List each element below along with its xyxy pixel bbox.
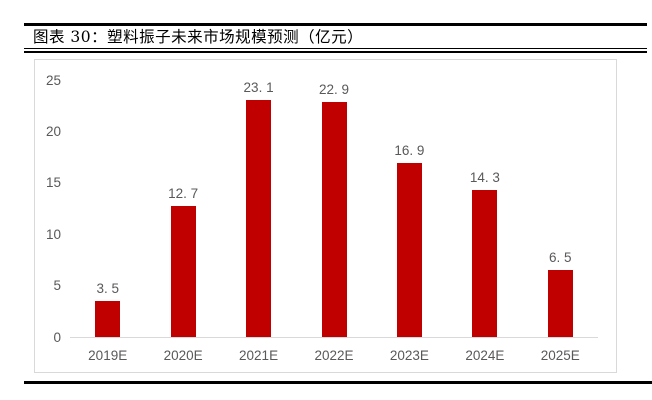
figure-header-rule-bottom bbox=[24, 48, 647, 53]
bar-value-label-2025E: 6. 5 bbox=[549, 250, 572, 266]
x-axis-category-label-2020E: 2020E bbox=[163, 348, 203, 363]
y-axis-tick-label: 15 bbox=[45, 175, 61, 191]
bar-2024E bbox=[472, 189, 498, 337]
x-axis-category-label-2021E: 2021E bbox=[239, 348, 279, 363]
x-axis-category-label-2023E: 2023E bbox=[389, 348, 429, 363]
x-axis-category-label-2022E: 2022E bbox=[314, 348, 354, 363]
bar-value-label-2021E: 23. 1 bbox=[243, 79, 274, 95]
y-axis-tick-label: 25 bbox=[45, 72, 61, 88]
bar-value-label-2023E: 16. 9 bbox=[394, 143, 425, 159]
y-axis-tick-label: 0 bbox=[53, 329, 61, 345]
figure-title: 图表 30：塑料振子未来市场规模预测（亿元） bbox=[33, 28, 364, 46]
bar-2020E bbox=[170, 206, 196, 337]
bar-value-label-2020E: 12. 7 bbox=[168, 186, 199, 202]
y-axis-tick-label: 10 bbox=[45, 226, 61, 242]
report-footer-rule bbox=[24, 381, 652, 384]
bar-value-label-2024E: 14. 3 bbox=[469, 169, 500, 185]
figure-header-rule-top bbox=[24, 23, 647, 26]
x-axis-line bbox=[70, 337, 598, 338]
bar-2019E bbox=[95, 301, 121, 337]
x-axis-category-label-2019E: 2019E bbox=[88, 348, 128, 363]
bar-2022E bbox=[321, 101, 347, 337]
bar-2023E bbox=[396, 163, 422, 337]
bar-2021E bbox=[246, 99, 272, 337]
chart-panel: 0 5 10 15 20 25 3. 5 2019E 12. 7 2020E 23. 1 2021E 2… bbox=[34, 59, 617, 373]
bar-value-label-2022E: 22. 9 bbox=[318, 81, 350, 97]
y-axis-tick-label: 5 bbox=[53, 278, 61, 294]
x-axis-category-label-2024E: 2024E bbox=[465, 348, 505, 363]
x-axis-category-label-2025E: 2025E bbox=[540, 348, 580, 363]
y-axis-tick-label: 20 bbox=[45, 123, 61, 139]
bar-value-label-2019E: 3. 5 bbox=[96, 281, 119, 297]
bar-2025E bbox=[547, 270, 573, 337]
